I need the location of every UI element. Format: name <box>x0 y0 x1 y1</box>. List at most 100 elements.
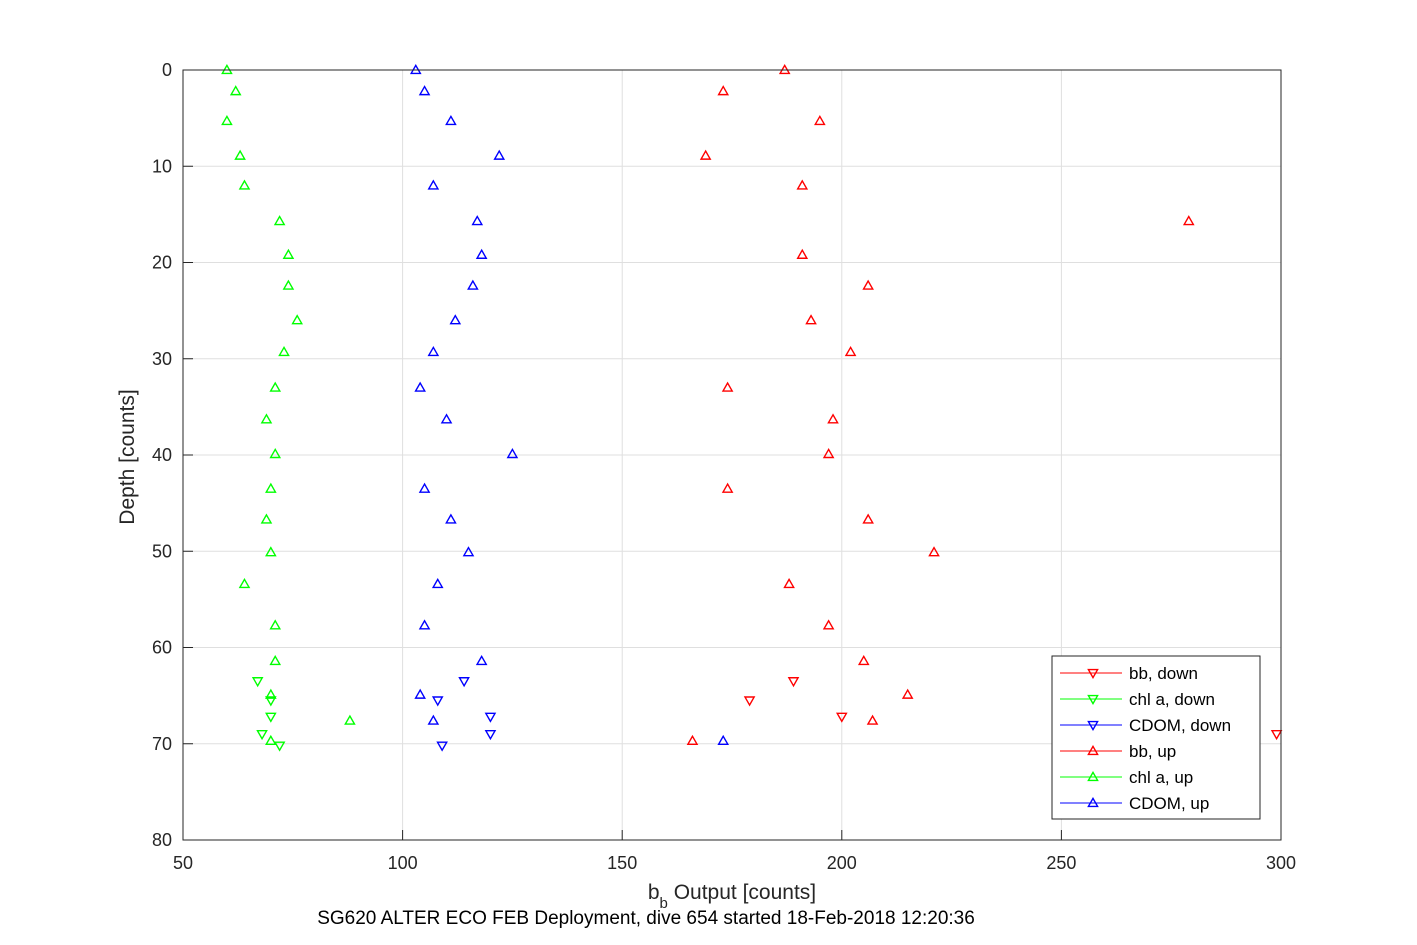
point-bb-up <box>805 314 817 325</box>
point-bb-up <box>827 413 839 424</box>
point-cdom-up <box>418 482 431 493</box>
point-chl-a-up <box>282 279 295 290</box>
point-chl-a-down <box>273 741 286 752</box>
point-chl-a-down <box>265 712 277 723</box>
point-chl-a-up <box>265 546 277 557</box>
x-axis-label: bb Output [counts] <box>648 881 816 912</box>
point-cdom-up <box>449 314 462 325</box>
point-cdom-up <box>418 619 431 630</box>
point-cdom-up <box>427 346 440 357</box>
legend-marker <box>1087 796 1099 808</box>
x-tick-label: 50 <box>173 853 193 873</box>
legend-marker <box>1087 694 1099 706</box>
point-chl-a-up <box>344 714 356 725</box>
x-axis-ticks: 50 100 150 200 250 300 <box>173 830 1296 873</box>
point-chl-a-up <box>269 654 282 666</box>
point-chl-a-up <box>260 513 273 524</box>
x-tick-label: 150 <box>607 853 637 873</box>
legend-marker <box>1087 770 1099 782</box>
legend-label: CDOM, up <box>1129 794 1209 813</box>
point-cdom-up <box>475 654 488 666</box>
x-tick-label: 200 <box>827 853 857 873</box>
point-bb-up <box>778 63 791 75</box>
legend-label: chl a, down <box>1129 690 1215 709</box>
legend-item-cdom-down: CDOM, down <box>1060 716 1231 735</box>
point-bb-down <box>1270 729 1283 741</box>
point-cdom-up <box>475 248 488 259</box>
point-chl-a-up <box>269 619 282 630</box>
point-chl-a-up <box>265 482 277 493</box>
legend-item-chl-a-down: chl a, down <box>1060 690 1215 709</box>
point-cdom-up <box>427 714 440 725</box>
point-chl-a-up <box>291 314 303 325</box>
point-bb-up <box>844 346 857 357</box>
point-bb-up <box>862 513 874 524</box>
point-bb-up <box>699 149 712 160</box>
legend: bb, down chl a, down CDOM, down bb, up chl a… <box>1051 655 1261 820</box>
point-chl-a-up <box>238 577 251 589</box>
legend-item-cdom-up: CDOM, up <box>1060 794 1209 813</box>
point-chl-a-up <box>229 85 242 96</box>
y-tick-label: 20 <box>152 253 172 273</box>
point-chl-a-up <box>269 381 282 392</box>
y-tick-label: 80 <box>152 830 172 850</box>
point-bb-down <box>787 677 800 688</box>
point-bb-up <box>783 577 795 589</box>
y-axis-label: Depth [counts] <box>116 389 139 524</box>
point-cdom-up <box>409 63 422 75</box>
point-bb-up <box>686 734 699 746</box>
point-bb-up <box>721 381 734 392</box>
point-cdom-down <box>436 741 448 752</box>
legend-item-bb-down: bb, down <box>1060 664 1198 683</box>
point-bb-up <box>1182 215 1195 226</box>
point-chl-a-down <box>251 677 264 688</box>
point-bb-up <box>928 546 940 557</box>
point-chl-a-up <box>260 413 273 424</box>
legend-marker <box>1087 668 1099 680</box>
legend-item-bb-up: bb, up <box>1060 742 1176 761</box>
point-cdom-down <box>484 712 497 723</box>
y-tick-label: 40 <box>152 445 172 465</box>
point-cdom-up <box>445 513 457 524</box>
point-bb-up <box>822 448 835 459</box>
legend-marker <box>1087 720 1099 732</box>
point-chl-a-up <box>265 734 277 746</box>
point-bb-up <box>862 279 874 290</box>
point-cdom-up <box>471 215 484 226</box>
point-cdom-down <box>484 729 497 741</box>
y-tick-label: 0 <box>162 60 172 80</box>
y-axis-ticks: 0 10 20 30 40 50 60 70 80 <box>152 60 193 850</box>
point-cdom-up <box>462 546 475 557</box>
y-tick-label: 50 <box>152 541 172 561</box>
legend-label: CDOM, down <box>1129 716 1231 735</box>
y-tick-label: 30 <box>152 349 172 369</box>
point-cdom-down <box>458 677 470 688</box>
point-cdom-up <box>467 279 479 290</box>
legend-label: chl a, up <box>1129 768 1193 787</box>
point-chl-a-up <box>278 346 290 357</box>
point-cdom-up <box>493 149 506 160</box>
point-bb-down <box>835 712 848 723</box>
x-tick-label: 300 <box>1266 853 1296 873</box>
point-bb-up <box>717 85 730 96</box>
x-tick-label: 250 <box>1046 853 1076 873</box>
point-bb-up <box>796 179 809 190</box>
legend-label: bb, up <box>1129 742 1176 761</box>
data-points <box>221 63 1283 752</box>
point-cdom-up <box>445 115 457 126</box>
point-chl-a-down <box>256 729 268 741</box>
point-chl-a-up <box>221 63 233 75</box>
point-cdom-up <box>440 413 453 424</box>
point-chl-a-up <box>269 448 282 459</box>
point-chl-a-up <box>234 149 246 160</box>
point-cdom-up <box>414 381 426 392</box>
y-tick-label: 60 <box>152 638 172 658</box>
y-tick-label: 10 <box>152 156 172 176</box>
legend-item-chl-a-up: chl a, up <box>1060 768 1193 787</box>
x-tick-label: 100 <box>388 853 418 873</box>
point-bb-up <box>857 654 870 666</box>
point-bb-up <box>901 688 914 699</box>
y-tick-label: 70 <box>152 734 172 754</box>
point-cdom-down <box>431 696 444 707</box>
